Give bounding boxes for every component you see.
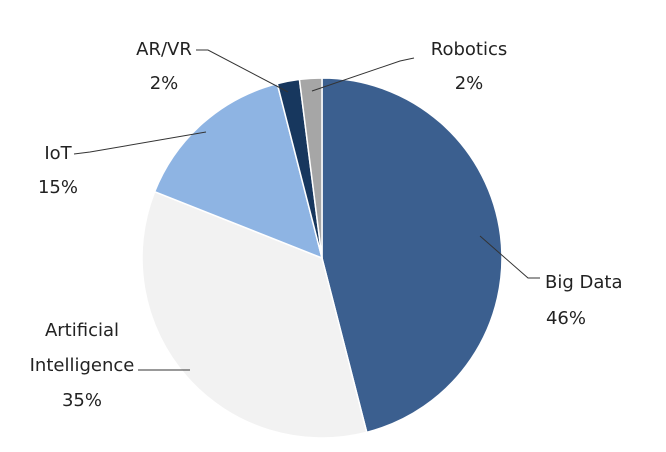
slice-name-big-data: Big Data <box>545 272 622 293</box>
slice-name-ar-vr: AR/VR <box>136 39 192 60</box>
slice-value-ar-vr: 2% <box>150 73 179 94</box>
slice-name-artificial-intelligence-line-2: Intelligence <box>30 355 135 376</box>
leader-line-robotics <box>311 57 415 92</box>
leader-line-big-data <box>479 235 540 279</box>
leader-lines <box>73 49 540 371</box>
pie-slice-iot <box>153 82 324 260</box>
leader-line-iot <box>73 131 207 155</box>
slice-name-robotics: Robotics <box>431 39 507 60</box>
pie-slice-artificial-intelligence <box>141 190 368 439</box>
slice-value-artificial-intelligence: 35% <box>62 390 102 411</box>
slice-value-iot: 15% <box>38 177 78 198</box>
slice-value-big-data: 46% <box>546 308 586 329</box>
pie-slice-robotics <box>298 77 323 259</box>
pie-slices <box>141 77 503 439</box>
slice-labels: Big Data 46% Artificial Intelligence 35% IoT 1… <box>30 39 623 411</box>
pie-slice-big-data <box>321 77 503 434</box>
slice-value-robotics: 2% <box>455 73 484 94</box>
slice-name-artificial-intelligence-line-1: Artificial <box>45 320 119 341</box>
slice-name-iot: IoT <box>44 143 72 164</box>
leader-line-ar-vr <box>196 49 289 93</box>
